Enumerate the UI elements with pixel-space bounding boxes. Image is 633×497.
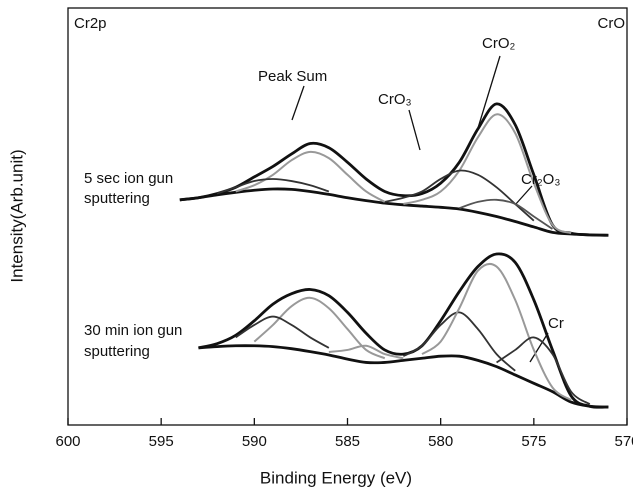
spectrum-line: [253, 296, 386, 360]
x-tick-label: 575: [521, 433, 546, 450]
spectrum-line: [235, 315, 330, 349]
spectrum-line: [459, 198, 553, 230]
spectrum-line: [496, 336, 591, 405]
spectrum-line: [179, 187, 609, 237]
spectrum-line: [384, 169, 535, 222]
pointer: [408, 109, 421, 151]
x-tick-label: 585: [335, 433, 360, 450]
spectrum-line: [403, 113, 572, 235]
x-tick-label: 580: [428, 433, 453, 450]
spectrum-line: [198, 344, 609, 409]
y-axis-label: Intensity(Arb.unit): [7, 149, 26, 282]
spectrum-line: [235, 150, 386, 203]
x-axis-label: Binding Energy (eV): [260, 468, 412, 487]
pointer: [514, 185, 533, 206]
pointers: [291, 55, 549, 363]
x-tick-label: 590: [242, 433, 267, 450]
annotation: Cr2p: [74, 15, 107, 32]
plot-frame: [67, 7, 628, 426]
pointer: [477, 55, 501, 129]
spectrum-line: [216, 178, 330, 195]
pointer: [529, 332, 549, 363]
annotation: 30 min ion gun: [84, 322, 182, 339]
spectrum-line: [328, 344, 404, 360]
annotation: CrO: [598, 15, 626, 32]
spectrum-line: [421, 262, 572, 401]
annotation: sputtering: [84, 190, 150, 207]
annotation: Cr₂O₃: [521, 171, 560, 188]
spectrum-line: [402, 311, 516, 372]
spectrum-line: [198, 252, 609, 409]
annotation: Peak Sum: [258, 68, 327, 85]
spectrum-line: [179, 102, 609, 237]
annotation: 5 sec ion gun: [84, 170, 173, 187]
x-tick-label: 570: [614, 433, 633, 450]
x-tick-label: 600: [55, 433, 80, 450]
annotation: Cr: [548, 315, 564, 332]
pointer: [291, 85, 305, 121]
annotation: CrO₃: [378, 91, 412, 108]
x-tick-label: 595: [149, 433, 174, 450]
annotation: CrO₂: [482, 35, 515, 52]
annotation: sputtering: [84, 343, 150, 360]
